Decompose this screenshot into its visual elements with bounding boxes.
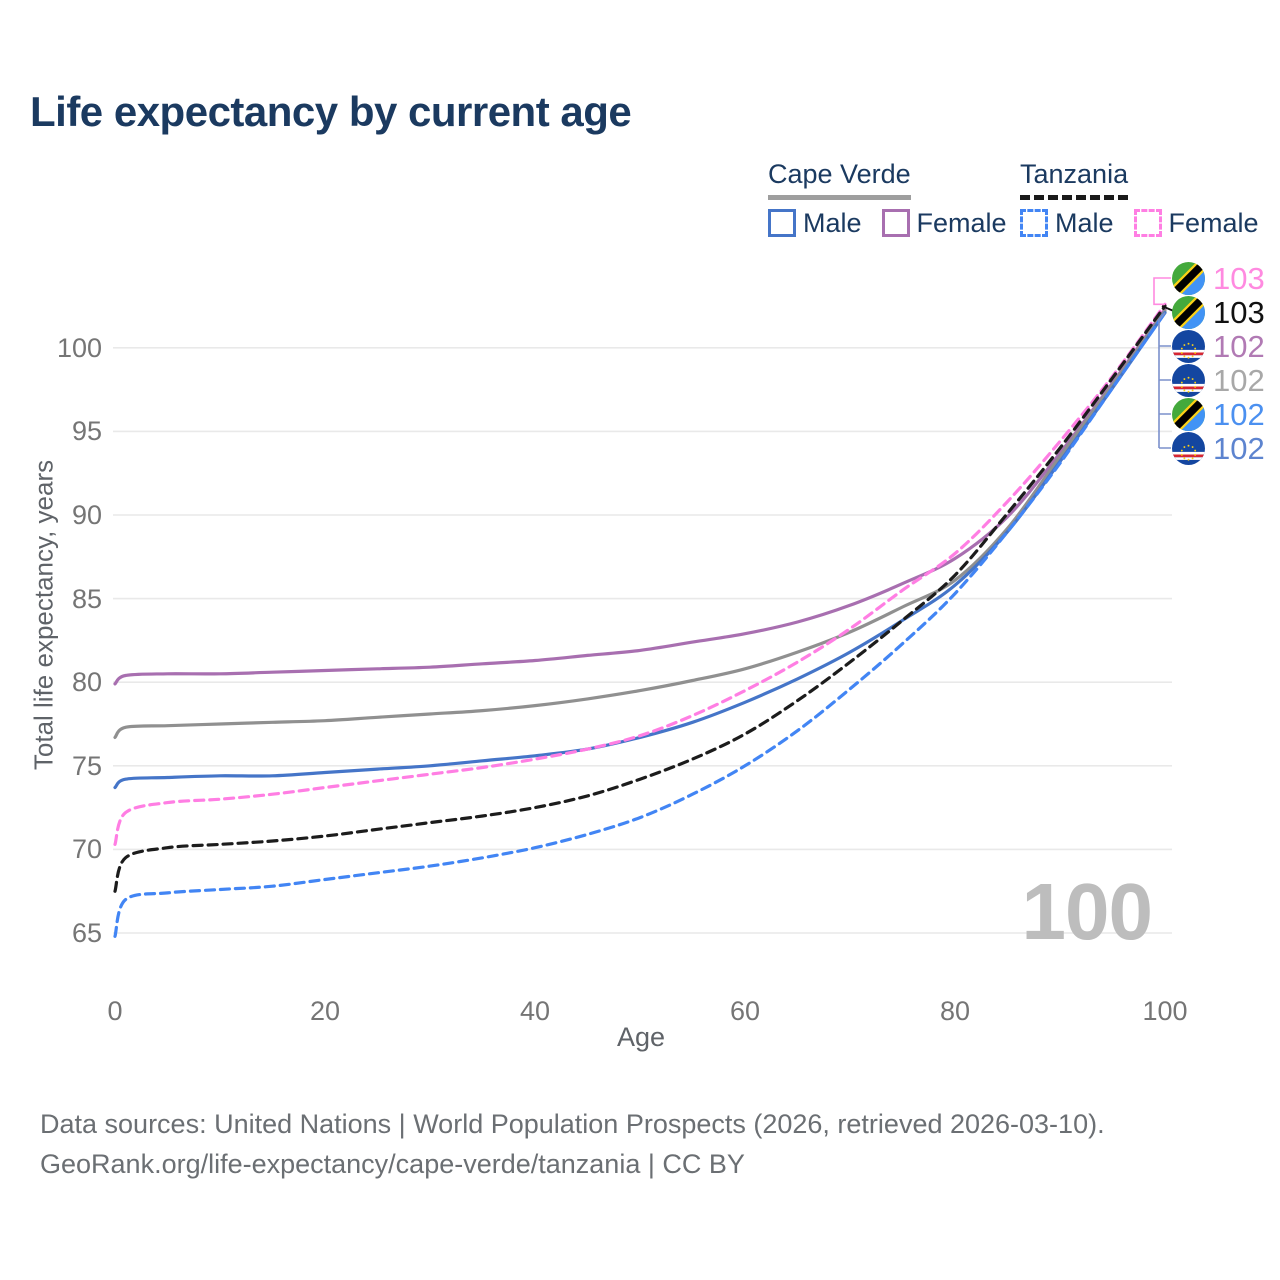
legend-items-tanzania: Male Female bbox=[1020, 208, 1259, 239]
legend-header-cape-verde: Cape Verde bbox=[768, 159, 911, 200]
x-tick-label-60: 60 bbox=[729, 996, 761, 1026]
end-label-row-tanzania-male: 102 bbox=[1172, 397, 1265, 431]
y-tick-label-85: 85 bbox=[71, 583, 102, 614]
end-label-row-cape-verde-female: 102 bbox=[1172, 329, 1265, 363]
legend-group-tanzania: Tanzania Male Female bbox=[1020, 159, 1259, 239]
legend-label-cape-verde-female[interactable]: Female bbox=[916, 207, 1007, 238]
series-line-tanzania[interactable] bbox=[113, 304, 1167, 893]
y-tick-label-75: 75 bbox=[71, 750, 102, 781]
y-tick-label-100: 100 bbox=[56, 332, 102, 363]
y-axis-title: Total life expectancy, years bbox=[28, 459, 59, 771]
legend-swatch-cape-verde-male[interactable] bbox=[768, 209, 796, 238]
legend-items-cape-verde: Male Female bbox=[768, 208, 1007, 239]
end-label-value: 102 bbox=[1213, 328, 1265, 364]
attribution-footer: Data sources: United Nations | World Pop… bbox=[40, 1104, 1105, 1184]
end-label-value: 103 bbox=[1213, 294, 1265, 330]
flag-icon-tanzania bbox=[1172, 261, 1205, 295]
end-label-row-tanzania: 103 bbox=[1172, 295, 1265, 329]
y-tick-label-90: 90 bbox=[71, 500, 102, 530]
source-url-text: GeoRank.org/life-expectancy/cape-verde/t… bbox=[40, 1149, 745, 1179]
end-label-value: 102 bbox=[1213, 396, 1265, 432]
legend-label-cape-verde-male[interactable]: Male bbox=[803, 207, 862, 238]
flag-icon-cape-verde bbox=[1172, 363, 1205, 397]
end-label-row-cape-verde-male: 102 bbox=[1172, 431, 1265, 465]
x-tick-label-40: 40 bbox=[519, 996, 551, 1026]
legend-swatch-tanzania-male[interactable] bbox=[1020, 209, 1048, 238]
age-counter-watermark: 100 bbox=[1021, 867, 1153, 956]
y-tick-label-70: 70 bbox=[71, 834, 102, 865]
end-label-value: 102 bbox=[1213, 362, 1265, 398]
leader-bracket bbox=[1158, 312, 1171, 449]
legend-group-cape-verde: Cape Verde Male Female bbox=[768, 159, 1007, 239]
end-label-value: 102 bbox=[1213, 430, 1265, 466]
legend-item-tanzania-male[interactable]: Male bbox=[1020, 208, 1114, 239]
legend-item-tanzania-female[interactable]: Female bbox=[1133, 207, 1259, 239]
x-tick-label-80: 80 bbox=[939, 996, 971, 1026]
x-tick-label-100: 100 bbox=[1142, 996, 1188, 1026]
leader-line-tanzania-female bbox=[1153, 277, 1171, 306]
legend-item-cape-verde-male[interactable]: Male bbox=[768, 208, 862, 239]
legend-label-tanzania-male[interactable]: Male bbox=[1055, 207, 1114, 238]
y-tick-label-95: 95 bbox=[71, 416, 102, 447]
y-tick-label-65: 65 bbox=[71, 918, 102, 948]
legend-item-cape-verde-female[interactable]: Female bbox=[881, 207, 1007, 239]
series-line-tanzania-male[interactable] bbox=[113, 311, 1167, 938]
data-sources-text: Data sources: United Nations | World Pop… bbox=[40, 1109, 1105, 1139]
x-tick-label-0: 0 bbox=[107, 996, 123, 1026]
series-line-cape-verde-male[interactable] bbox=[113, 311, 1167, 790]
flag-icon-cape-verde bbox=[1172, 329, 1205, 363]
end-label-value: 103 bbox=[1213, 260, 1265, 296]
y-tick-label-80: 80 bbox=[71, 667, 102, 698]
legend-swatch-tanzania-female[interactable] bbox=[1133, 209, 1162, 238]
legend-swatch-cape-verde-female[interactable] bbox=[881, 209, 910, 238]
x-axis-title: Age bbox=[616, 1022, 666, 1052]
series-line-cape-verde[interactable] bbox=[113, 309, 1167, 739]
page-title: Life expectancy by current age bbox=[30, 88, 632, 135]
flag-icon-tanzania bbox=[1172, 295, 1205, 329]
series-line-cape-verde-female[interactable] bbox=[113, 307, 1167, 686]
legend-label-tanzania-female[interactable]: Female bbox=[1168, 207, 1259, 238]
flag-icon-cape-verde bbox=[1172, 431, 1205, 465]
x-tick-label-20: 20 bbox=[309, 996, 341, 1026]
series-line-tanzania-female[interactable] bbox=[113, 302, 1167, 846]
end-label-row-tanzania-female: 103 bbox=[1172, 261, 1265, 295]
legend-header-tanzania: Tanzania bbox=[1020, 159, 1129, 200]
end-label-row-cape-verde: 102 bbox=[1172, 363, 1265, 397]
flag-icon-tanzania bbox=[1172, 397, 1205, 431]
